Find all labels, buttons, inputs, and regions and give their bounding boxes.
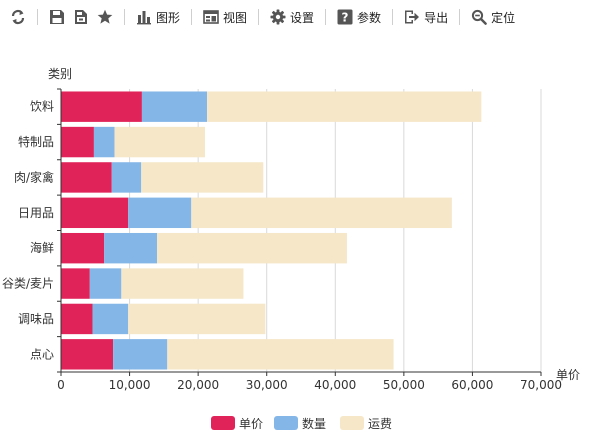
- x-tick-label: 20,000: [177, 378, 219, 392]
- y-tick-label: 肉/家禽: [14, 169, 54, 184]
- y-tick-label: 海鲜: [30, 240, 54, 255]
- bar-segment[interactable]: [61, 303, 93, 335]
- legend-label[interactable]: 单价: [239, 417, 263, 431]
- refresh-icon: [11, 9, 25, 25]
- bar-segment[interactable]: [93, 126, 115, 158]
- zoom-search-icon: [471, 9, 487, 25]
- bar-segment[interactable]: [61, 232, 105, 264]
- save-icon: [50, 10, 64, 24]
- bar-segment[interactable]: [157, 232, 347, 264]
- refresh-button[interactable]: [6, 4, 30, 30]
- params-button-label: 参数: [357, 10, 382, 25]
- toolbar-separator: [258, 9, 260, 25]
- bar-segment[interactable]: [61, 126, 94, 158]
- y-tick-label: 调味品: [18, 312, 54, 326]
- y-tick-label: 特制品: [18, 134, 54, 149]
- y-axis-title: 类别: [48, 67, 72, 81]
- toolbar-separator: [124, 9, 125, 25]
- bar-chart-icon: [137, 11, 151, 25]
- favorite-button[interactable]: [93, 4, 117, 30]
- toolbar-separator: [392, 9, 394, 25]
- chart-button[interactable]: 图形: [132, 4, 184, 30]
- y-tick-label: 点心: [30, 347, 54, 361]
- params-button[interactable]: ? 参数: [333, 4, 385, 30]
- toolbar-separator: [37, 9, 38, 25]
- bar-segment[interactable]: [113, 339, 168, 370]
- settings-button-label: 设置: [290, 10, 315, 25]
- locate-button[interactable]: 定位: [467, 4, 519, 30]
- bar-segment[interactable]: [92, 303, 129, 335]
- chart-button-label: 图形: [156, 10, 181, 25]
- x-tick-label: 50,000: [383, 378, 425, 392]
- locate-button-label: 定位: [491, 10, 516, 25]
- x-tick-label: 60,000: [451, 378, 493, 392]
- toolbar-separator: [325, 9, 327, 25]
- export-button[interactable]: 导出: [400, 4, 452, 30]
- settings-button[interactable]: 设置: [266, 4, 318, 30]
- save-button[interactable]: [45, 4, 69, 30]
- x-axis-title: 单价: [556, 368, 580, 382]
- svg-text:?: ?: [342, 11, 349, 25]
- export-icon: [405, 10, 420, 24]
- bar-segment[interactable]: [61, 268, 90, 299]
- help-icon: ?: [337, 9, 353, 25]
- toolbar-separator: [191, 9, 193, 25]
- gear-icon: [270, 9, 286, 25]
- bar-segment[interactable]: [128, 197, 192, 229]
- legend-label[interactable]: 运费: [368, 417, 392, 431]
- bar-segment[interactable]: [114, 126, 205, 158]
- bar-segment[interactable]: [61, 91, 142, 122]
- view-icon: [203, 10, 219, 24]
- bar-segment[interactable]: [207, 91, 482, 122]
- save-as-button[interactable]: [69, 4, 93, 30]
- legend-swatch[interactable]: [274, 416, 298, 430]
- x-tick-label: 0: [57, 378, 65, 392]
- legend-label[interactable]: 数量: [302, 416, 326, 431]
- star-icon: [97, 9, 113, 24]
- chart-bars: [61, 91, 482, 370]
- bar-segment[interactable]: [61, 197, 129, 229]
- legend-swatch[interactable]: [340, 416, 364, 430]
- bar-segment[interactable]: [61, 162, 112, 193]
- bar-segment[interactable]: [104, 232, 157, 264]
- toolbar: 图形 视图 设置 ? 参数: [0, 0, 592, 34]
- chart-legend[interactable]: 单价 数量 运费: [211, 416, 392, 431]
- bar-segment[interactable]: [121, 268, 244, 299]
- bar-segment[interactable]: [111, 162, 142, 193]
- y-tick-label: 饮料: [30, 100, 54, 114]
- y-tick-label: 日用品: [18, 206, 54, 220]
- toolbar-separator: [459, 9, 461, 25]
- bar-segment[interactable]: [141, 162, 264, 193]
- view-button-label: 视图: [223, 10, 248, 25]
- y-tick-label: 谷类/麦片: [2, 277, 54, 291]
- save-as-icon: [75, 10, 87, 24]
- legend-swatch[interactable]: [211, 416, 235, 430]
- bar-segment[interactable]: [167, 339, 394, 370]
- x-tick-label: 70,000: [520, 378, 562, 392]
- bar-segment[interactable]: [141, 91, 208, 122]
- x-tick-label: 10,000: [109, 378, 151, 392]
- bar-segment[interactable]: [89, 268, 122, 299]
- bar-segment[interactable]: [191, 197, 452, 229]
- export-button-label: 导出: [424, 10, 449, 25]
- x-tick-label: 40,000: [314, 378, 356, 392]
- view-button[interactable]: 视图: [199, 4, 251, 30]
- bar-segment[interactable]: [61, 339, 114, 370]
- bar-segment[interactable]: [128, 303, 266, 335]
- x-tick-label: 30,000: [246, 378, 288, 392]
